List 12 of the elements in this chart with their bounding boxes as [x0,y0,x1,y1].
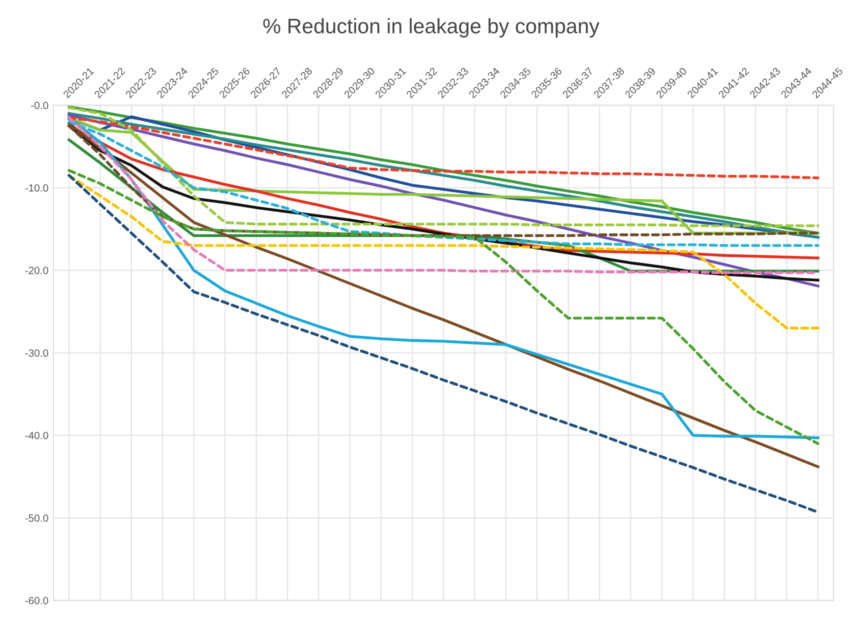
y-tick-label: -40.0 [25,432,48,440]
y-tick-label: -60.0 [25,596,48,604]
line-series [68,174,820,514]
y-tick-label: -50.0 [25,514,48,522]
line-series [68,169,820,446]
y-tick-label: -10.0 [25,184,48,192]
y-tick-label: -0.0 [31,102,48,110]
line-series [68,116,820,180]
y-tick-label: -20.0 [25,266,48,274]
y-tick-label: -30.0 [25,349,48,357]
chart-title: % Reduction in leakage by company [263,18,600,38]
line-series [68,174,820,330]
